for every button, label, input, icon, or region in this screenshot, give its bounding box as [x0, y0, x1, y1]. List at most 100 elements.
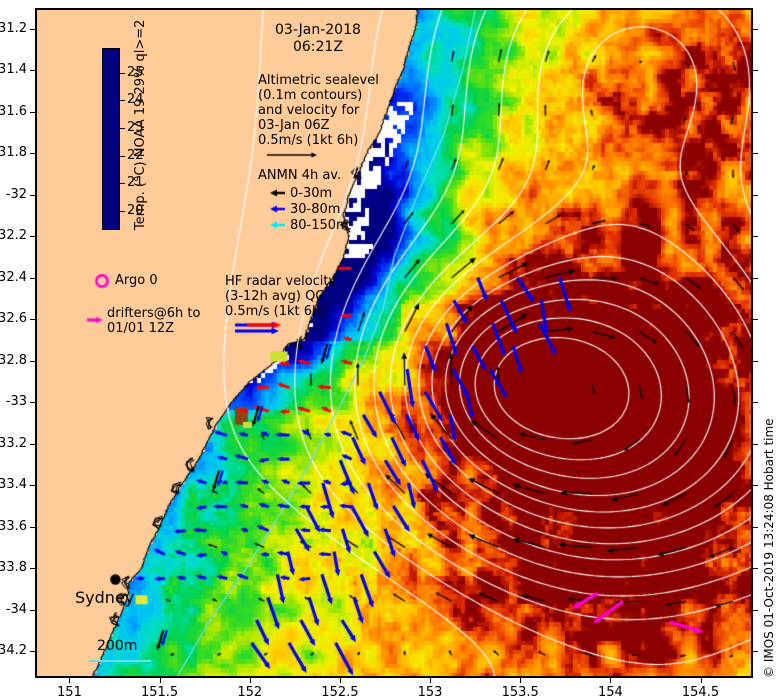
argo-legend-label: Argo 0: [115, 273, 158, 288]
colorbar: 20 21 22 23 24 25: [102, 48, 144, 230]
anmn-legend-item-label: 30-80m: [290, 202, 341, 217]
y-axis-tick-label: -33.6: [0, 518, 27, 534]
colorbar-gradient: [102, 48, 120, 230]
anmn-legend-item: 0-30m: [269, 186, 332, 201]
y-axis-tick-label: -33.2: [0, 435, 27, 451]
colorbar-tick-label: 22: [127, 147, 144, 163]
y-axis-tick: [30, 609, 37, 611]
y-axis-tick-right: [751, 153, 758, 155]
y-axis-tick: [30, 526, 37, 528]
x-axis-tick-label: 153.5: [501, 685, 539, 700]
colorbar-tick: [120, 72, 125, 74]
date-stamp-date: 03-Jan-2018: [275, 22, 361, 38]
y-axis-tick-label: -34: [5, 601, 27, 617]
y-axis-tick-right: [751, 111, 758, 113]
y-axis-tick: [30, 111, 37, 113]
y-axis-tick-label: -31.8: [0, 145, 27, 161]
colorbar-tick-label: 23: [127, 119, 144, 135]
y-axis-tick-right: [751, 651, 758, 653]
anmn-legend-item: 30-80m: [269, 202, 340, 217]
x-axis-tick-label: 151.5: [140, 685, 179, 700]
y-axis-tick: [30, 568, 37, 570]
x-axis-tick: [700, 676, 702, 683]
y-axis-tick: [30, 153, 37, 155]
drifter-arrow-icon: [85, 312, 107, 328]
y-axis-tick-label: -34.2: [0, 643, 27, 659]
y-axis-tick-label: -32.6: [0, 311, 27, 327]
y-axis-tick-label: -33.4: [0, 477, 27, 493]
anmn-legend-item-label: 80-150m: [290, 218, 349, 233]
y-axis-tick-label: -33: [5, 394, 27, 410]
map-plot-area: 03-Jan-2018 06:21Z Altimetric sealevel (…: [35, 8, 753, 678]
y-axis-tick-label: -32.2: [0, 228, 27, 244]
x-axis-tick: [159, 676, 161, 683]
colorbar-tick-label: 25: [127, 64, 144, 80]
city-label-sydney: Sydney: [75, 588, 135, 607]
altimetry-legend-text: Altimetric sealevel (0.1m contours) and …: [258, 73, 379, 148]
x-axis-tick: [610, 676, 612, 683]
hf-radar-scale-arrow-icon: [233, 320, 293, 336]
x-axis-tick-label: 154.5: [681, 685, 720, 700]
y-axis-tick-label: -33.8: [0, 560, 27, 576]
x-axis-tick: [520, 676, 522, 683]
isobath-scale-label: 200m: [97, 638, 138, 654]
y-axis-tick-right: [751, 568, 758, 570]
x-axis-tick: [249, 676, 251, 683]
y-axis-tick: [30, 70, 37, 72]
drifter-legend-label: drifters@6h to 01/01 12Z: [107, 306, 201, 336]
x-axis-tick-label: 154: [597, 685, 623, 700]
anmn-legend-title: ANMN 4h av.: [258, 168, 342, 183]
x-axis-tick: [69, 676, 71, 683]
colorbar-tick-label: 21: [127, 175, 144, 191]
y-axis-tick: [30, 194, 37, 196]
y-axis-tick-right: [751, 70, 758, 72]
y-axis-tick-label: -32.8: [0, 352, 27, 368]
altimetry-scale-arrow-icon: [265, 148, 325, 162]
argo-float-circle-icon: [92, 271, 112, 291]
y-axis-tick: [30, 236, 37, 238]
anmn-legend-item: 80-150m: [269, 218, 349, 233]
x-axis-tick-label: 152.5: [321, 685, 359, 700]
colorbar-tick: [120, 210, 125, 212]
y-axis-tick: [30, 443, 37, 445]
y-axis-tick-right: [751, 443, 758, 445]
y-axis-tick-right: [751, 360, 758, 362]
colorbar-tick-label: 20: [127, 202, 144, 218]
colorbar-tick-label: 24: [127, 92, 144, 108]
colorbar-title: Temp. (°C) NOAA 19 29% ql>=2: [133, 19, 148, 230]
y-axis-tick-label: -32.4: [0, 269, 27, 285]
y-axis-tick: [30, 319, 37, 321]
colorbar-tick: [120, 155, 125, 157]
date-stamp: 03-Jan-2018 06:21Z: [275, 22, 361, 56]
x-axis-tick: [339, 676, 341, 683]
y-axis-tick-right: [751, 526, 758, 528]
anmn-depth-arrow-icon: [269, 203, 287, 215]
y-axis-tick-right: [751, 485, 758, 487]
anmn-depth-arrow-icon: [269, 219, 287, 231]
y-axis-tick: [30, 360, 37, 362]
y-axis-tick-right: [751, 194, 758, 196]
anmn-legend-item-label: 0-30m: [290, 186, 333, 201]
y-axis-tick: [30, 277, 37, 279]
colorbar-tick: [120, 183, 125, 185]
isobath-scale-bar: [89, 660, 151, 662]
y-axis-tick-label: -31.6: [0, 103, 27, 119]
colorbar-tick: [120, 127, 125, 129]
y-axis-tick: [30, 485, 37, 487]
y-axis-tick: [30, 651, 37, 653]
y-axis-tick-right: [751, 277, 758, 279]
hf-radar-legend-text: HF radar velocity (3-12h avg) QC 0.5m/s …: [225, 274, 337, 319]
x-axis-tick-label: 152: [237, 685, 263, 700]
x-axis-tick-label: 153: [417, 685, 443, 700]
y-axis-tick-right: [751, 28, 758, 30]
y-axis-tick: [30, 28, 37, 30]
velocity-vector-overlay-canvas: [37, 10, 751, 676]
y-axis-tick-right: [751, 402, 758, 404]
y-axis-tick: [30, 402, 37, 404]
x-axis-tick: [430, 676, 432, 683]
y-axis-tick-right: [751, 609, 758, 611]
y-axis-tick-right: [751, 236, 758, 238]
date-stamp-time: 06:21Z: [292, 39, 343, 55]
y-axis-tick-right: [751, 319, 758, 321]
